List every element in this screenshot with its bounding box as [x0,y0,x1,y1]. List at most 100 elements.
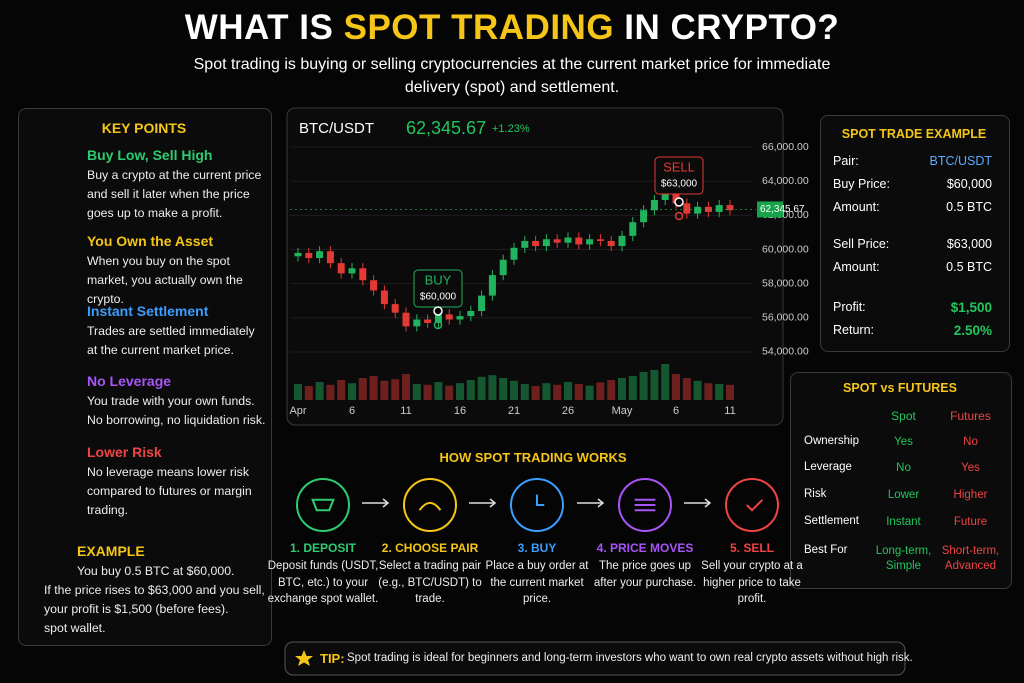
volume-bar [423,384,432,400]
row-label: Amount: [833,200,880,214]
column-header: Spot [891,409,916,423]
cell: Yes [961,462,980,474]
row-value: $63,000 [946,237,992,251]
step-text: Deposit funds (USDT, BTC, etc.) to your … [267,560,379,605]
volume-bar [639,372,648,400]
volume-bar [348,383,356,400]
icon-circle [510,478,564,532]
point-text: When you buy on the spot market, you act… [87,254,243,306]
point-title: Buy Low, Sell High [87,147,213,163]
candle-body [564,237,572,243]
point-text: Buy a crypto at the current price and se… [87,168,262,220]
row-label: Risk [804,488,827,500]
row-label: Pair: [833,154,859,168]
candle-body [629,222,637,236]
volume-bar [542,383,551,400]
step-text: Sell your crypto at a higher price to ta… [701,560,803,605]
annotation-box [654,156,704,195]
row-label: Ownership [804,435,859,447]
y-tick-label: 54,000.00 [762,346,809,358]
row-label: Amount: [833,260,880,274]
row-label: Buy Price: [833,177,890,191]
title-pre: WHAT IS [184,8,334,47]
volume-bar [650,370,659,400]
volume-bar [574,384,583,400]
volume-bar [466,380,475,400]
x-tick-label: 26 [562,405,574,417]
row-label: Leverage [804,461,852,473]
annotation-sub: $60,000 [420,292,457,303]
section-heading: KEY POINTS [101,120,187,136]
volume-bar [488,375,497,400]
volume-bar [456,383,464,400]
example-line: your profit is $1,500 (before fees). [44,602,229,616]
candle-body [445,314,453,320]
candle-body [499,259,507,276]
volume-bar [564,382,572,400]
y-tick-label: 60,000.00 [762,243,809,255]
volume-bar [391,379,400,400]
example-heading: EXAMPLE [77,543,145,559]
candle-body [348,268,356,274]
row-value: 2.50% [953,323,992,338]
step-title: 2. CHOOSE PAIR [381,541,479,555]
point-title: No Leverage [87,373,172,389]
column-header: Futures [950,409,991,423]
volume-bar [402,374,410,400]
row-label: Best For [804,544,848,556]
volume-bar [715,384,724,400]
volume-bar [412,384,421,400]
candle-body [521,240,529,248]
volume-bar [693,380,702,400]
volume-bar [445,385,454,400]
candle-body [316,251,324,259]
chart-panel [286,107,784,426]
candle-body [726,205,734,211]
volume-bar [618,378,626,400]
step-text: Place a buy order at the current market … [485,560,589,605]
point-title: Lower Risk [87,444,162,460]
step-title: 5. SELL [729,541,774,555]
candle-body [596,239,604,241]
candle-body [650,199,658,211]
volume-bar [477,376,486,400]
icon-circle [296,478,350,532]
y-tick-label: 58,000.00 [762,277,809,289]
candle-body [704,206,712,212]
candle-body [586,239,594,245]
step-text: Select a trading pair (e.g., BTC/USDT) t… [378,560,482,605]
example-line: You buy 0.5 BTC at $60,000. [77,564,235,578]
volume-bar [672,374,680,400]
candle-body [542,239,550,247]
annotation-dot [433,306,443,316]
pair: BTC/USDT [299,120,374,137]
candle-body [391,304,399,313]
candle-body [456,316,464,320]
cell: Short-term, Advanced [941,545,1000,572]
volume-bar [607,380,616,400]
icon-glyph [311,498,335,512]
icon-circle [618,478,672,532]
candle-body [434,314,442,323]
x-tick-label: 6 [349,405,355,417]
icon-circle [403,478,457,532]
title-highlight: SPOT TRADING [343,8,615,47]
candle-body [672,191,680,204]
volume-bar [304,386,313,400]
volume-bar [682,378,691,400]
icon-glyph [418,501,442,511]
volume-bar [661,364,670,400]
candle-body [532,240,540,247]
price: 62,345.67 [406,118,486,138]
candle-body [402,312,410,327]
point-text: You trade with your own funds. No borrow… [87,394,266,427]
section-heading: HOW SPOT TRADING WORKS [439,450,627,465]
key-points-panel [18,108,272,646]
candle-body [683,203,691,214]
candle-body [607,240,615,247]
step-title: 3. BUY [517,541,557,555]
candle-body [510,247,518,260]
cell: No [896,462,911,474]
